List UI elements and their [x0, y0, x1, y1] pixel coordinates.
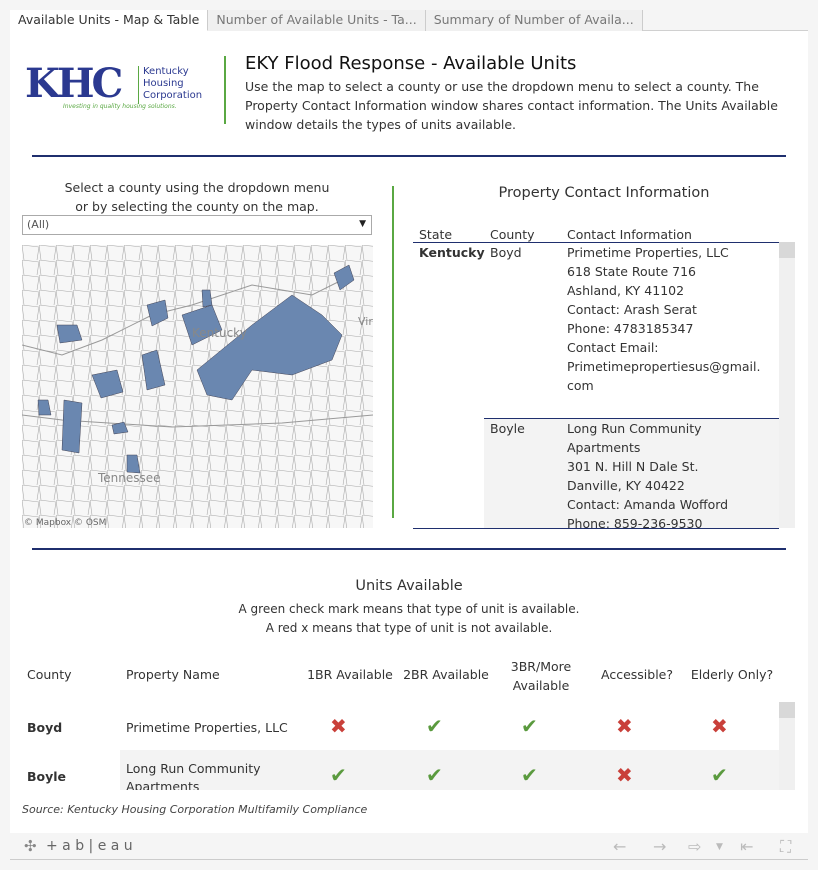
tableau-logo-icon: ✣ [24, 837, 37, 855]
logo-name: Kentucky Housing Corporation [143, 66, 203, 101]
county-cell: Boyd [490, 245, 522, 260]
undo-icon[interactable]: ← [613, 837, 627, 856]
share-icon[interactable]: ⇨ [688, 837, 702, 856]
col-header-contact: Contact Information [567, 227, 692, 242]
col-header-accessible: Accessible? [601, 667, 673, 682]
tab-bar: Available Units - Map & Table Number of … [10, 10, 808, 31]
tab-number-available[interactable]: Number of Available Units - Ta... [208, 10, 426, 31]
county-dropdown[interactable]: (All) ▼ [22, 215, 372, 235]
check-icon: ✔ [521, 714, 538, 738]
col-header-elderly: Elderly Only? [690, 667, 774, 682]
redo-icon[interactable]: → [653, 837, 667, 856]
contact-title: Property Contact Information [498, 185, 710, 201]
map-label-virginia: Vir [358, 315, 373, 328]
county-map[interactable]: Kentucky Tennessee Vir © Mapbox © OSM [22, 245, 373, 528]
county-cell: Boyle [490, 421, 525, 436]
county-cell: Boyd [27, 720, 63, 735]
fullscreen-icon[interactable]: ⛶ [780, 837, 792, 856]
property-cell: Long Run Community Apartments [126, 761, 261, 790]
units-title: Units Available [355, 578, 463, 594]
caret-down-icon: ▼ [359, 219, 366, 229]
logo-letters: KHC [25, 60, 123, 107]
x-icon: ✖ [330, 714, 347, 738]
divider [224, 56, 226, 124]
map-label-kentucky: Kentucky [192, 326, 247, 340]
dropdown-value: (All) [27, 218, 50, 231]
map-svg[interactable]: Kentucky Tennessee Vir © Mapbox © OSM [22, 245, 373, 528]
divider [392, 186, 394, 518]
tab-summary[interactable]: Summary of Number of Availa... [425, 10, 643, 31]
highlighted-counties [37, 264, 355, 474]
check-icon: ✔ [711, 763, 728, 787]
x-icon: ✖ [616, 763, 633, 787]
page-description: Use the map to select a county or use th… [245, 79, 778, 132]
col-header-3br: 3BR/More Available [510, 659, 572, 693]
divider [32, 548, 786, 550]
check-icon: ✔ [426, 763, 443, 787]
tableau-brand: + a b | e a u [46, 838, 133, 854]
col-header-county: County [490, 227, 535, 242]
map-instructions: Select a county using the dropdown menu o… [64, 180, 330, 214]
tab-map-table[interactable]: Available Units - Map & Table [10, 10, 209, 31]
revert-icon[interactable]: ⇤ [740, 837, 754, 856]
khc-logo: KHC Kentucky Housing Corporation Investing… [25, 60, 205, 115]
units-subtitle: A green check mark means that type of un… [238, 602, 580, 635]
check-icon: ✔ [521, 763, 538, 787]
tableau-toolbar: ✣ + a b | e a u ← → ⇨ ▼ ⇤ ⛶ [10, 833, 808, 860]
col-header-county: County [27, 667, 72, 682]
contact-table[interactable]: Kentucky Boyd Primetime Properties, LLC 6… [413, 243, 779, 528]
x-icon: ✖ [616, 714, 633, 738]
col-header-2br: 2BR Available [403, 667, 489, 682]
check-icon: ✔ [426, 714, 443, 738]
state-cell: Kentucky [419, 245, 485, 260]
county-cell: Boyle [27, 769, 67, 784]
property-cell: Primetime Properties, LLC [126, 720, 288, 735]
col-header-1br: 1BR Available [307, 667, 393, 682]
contact-scrollbar[interactable] [779, 242, 795, 528]
units-scrollbar[interactable] [779, 702, 795, 790]
map-attribution: © Mapbox © OSM [24, 518, 106, 528]
source-note: Source: Kentucky Housing Corporation Mul… [22, 803, 368, 816]
contact-info-cell: Long Run Community Apartments 301 N. Hill … [567, 421, 729, 528]
contact-info-cell: Primetime Properties, LLC 618 State Route… [567, 245, 761, 393]
units-table[interactable]: Boyd Primetime Properties, LLC Boyle Lon… [10, 702, 779, 790]
share-dropdown-icon[interactable]: ▼ [716, 842, 723, 852]
check-icon: ✔ [330, 763, 347, 787]
divider [32, 155, 786, 157]
col-header-property: Property Name [126, 667, 220, 682]
map-label-tennessee: Tennessee [97, 471, 161, 485]
x-icon: ✖ [711, 714, 728, 738]
col-header-state: State [419, 227, 453, 242]
logo-tagline: Investing in quality housing solutions. [63, 103, 177, 110]
page-title: EKY Flood Response - Available Units [245, 53, 577, 74]
